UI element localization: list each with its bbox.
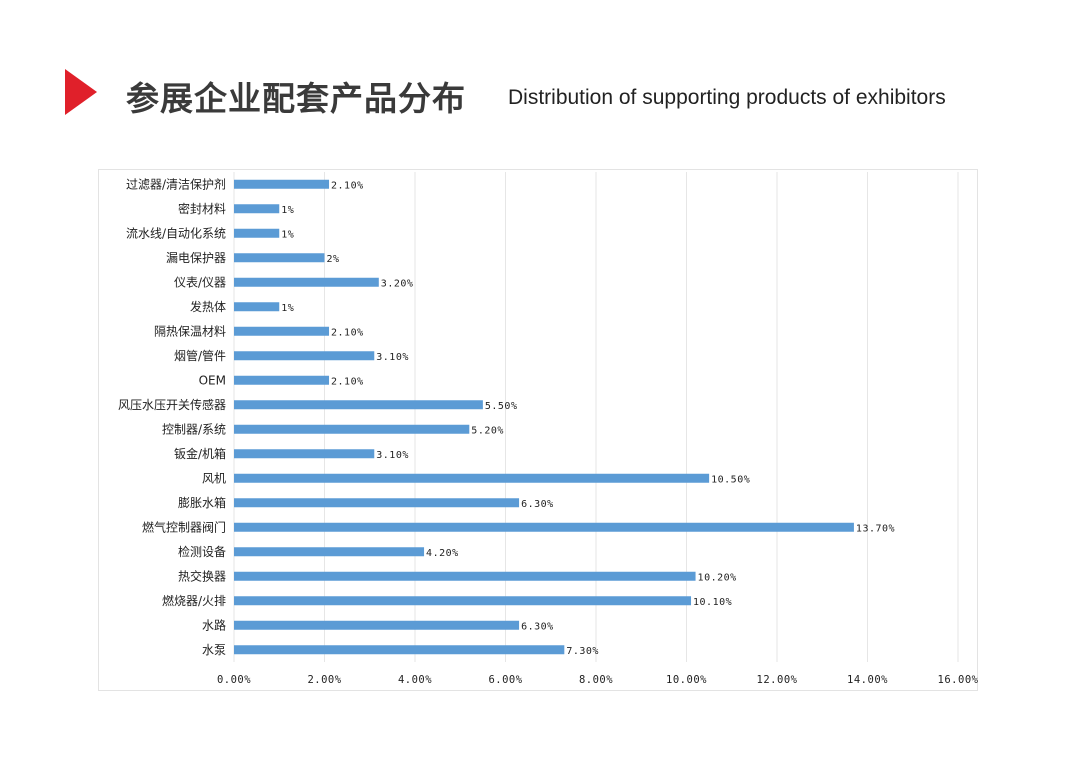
x-tick-label: 2.00% (307, 674, 341, 686)
x-tick-label: 8.00% (579, 674, 613, 686)
x-tick-label: 12.00% (757, 674, 798, 686)
bar (234, 326, 330, 336)
bar (234, 522, 854, 532)
data-label: 7.30% (566, 646, 599, 657)
category-label: 水泵 (202, 643, 226, 657)
data-label: 2.10% (331, 180, 364, 191)
bar (234, 547, 425, 557)
category-label: 烟管/管件 (174, 348, 226, 363)
data-label: 1% (281, 229, 294, 240)
data-label: 4.20% (426, 548, 459, 559)
x-tick-label: 14.00% (847, 674, 888, 686)
title-chinese: 参展企业配套产品分布 (126, 79, 466, 118)
data-label: 6.30% (521, 621, 554, 632)
data-label: 2% (327, 254, 340, 265)
category-label: 隔热保温材料 (154, 324, 226, 338)
x-tick-label: 10.00% (666, 674, 707, 686)
x-tick-label: 0.00% (217, 674, 251, 686)
bar (234, 571, 696, 581)
bar (234, 228, 280, 238)
category-label: OEM (199, 373, 226, 387)
bar (234, 351, 375, 361)
category-label: 控制器/系统 (162, 422, 226, 436)
category-label: 燃烧器/火排 (162, 593, 226, 608)
data-label: 1% (281, 205, 294, 216)
category-label: 热交换器 (178, 568, 226, 583)
category-label: 燃气控制器阀门 (142, 519, 226, 534)
data-label: 5.50% (485, 401, 518, 412)
data-label: 3.20% (381, 278, 414, 289)
data-label: 13.70% (856, 523, 895, 534)
bar (234, 596, 692, 606)
category-label: 仪表/仪器 (174, 275, 226, 289)
category-label: 风机 (202, 471, 226, 485)
bar (234, 179, 330, 189)
slide-header: 参展企业配套产品分布 Distribution of supporting pr… (0, 0, 1080, 140)
category-label: 流水线/自动化系统 (126, 226, 226, 240)
data-label: 2.10% (331, 376, 364, 387)
bar (234, 620, 520, 630)
category-label: 发热体 (190, 299, 226, 314)
x-tick-label: 16.00% (938, 674, 979, 686)
data-label: 10.10% (693, 597, 732, 608)
category-label: 膨胀水箱 (178, 495, 226, 510)
triangle-marker-icon (65, 69, 97, 115)
bar (234, 645, 565, 655)
bars (234, 179, 854, 655)
category-label: 密封材料 (178, 201, 226, 216)
bar (234, 277, 379, 287)
data-label: 5.20% (471, 425, 504, 436)
data-label: 10.20% (698, 572, 737, 583)
category-label: 水路 (202, 617, 226, 632)
x-tick-label: 4.00% (398, 674, 432, 686)
data-label: 1% (281, 303, 294, 314)
category-label: 钣金/机箱 (174, 446, 226, 461)
category-label: 过滤器/清洁保护剂 (126, 176, 226, 191)
data-label: 2.10% (331, 327, 364, 338)
bar (234, 449, 375, 459)
labels: 0.00% 2.00% 4.00% 6.00% 8.00% 10.00% 12.00% 14.… (118, 176, 979, 686)
bar (234, 498, 520, 508)
category-label: 检测设备 (178, 544, 226, 559)
bar (234, 424, 470, 434)
data-label: 3.10% (376, 450, 409, 461)
bar (234, 473, 710, 483)
data-label: 10.50% (711, 474, 750, 485)
bar (234, 204, 280, 214)
bar (234, 375, 330, 385)
data-label: 6.30% (521, 499, 554, 510)
category-label: 漏电保护器 (166, 251, 226, 265)
gridlines (233, 172, 959, 662)
category-label: 风压水压开关传感器 (118, 397, 226, 412)
chart-frame (98, 169, 978, 691)
bar (234, 302, 280, 312)
x-tick-label: 6.00% (488, 674, 522, 686)
bar (234, 400, 483, 410)
title-english: Distribution of supporting products of e… (508, 86, 946, 109)
bar (234, 253, 325, 263)
data-label: 3.10% (376, 352, 409, 363)
